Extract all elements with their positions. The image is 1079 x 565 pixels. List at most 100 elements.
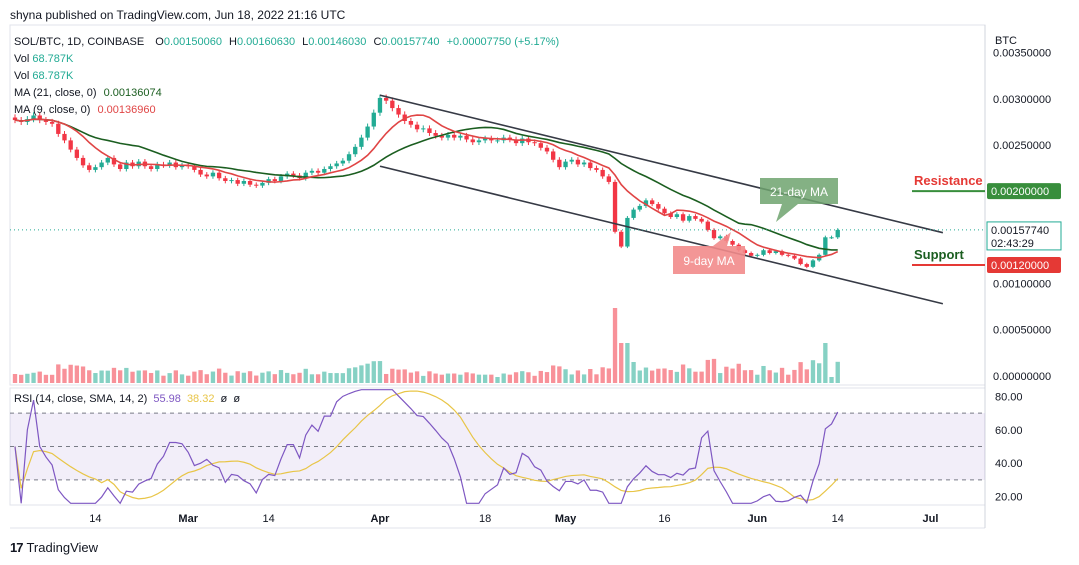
candle-body	[680, 214, 686, 221]
volume-bar	[377, 361, 383, 383]
candle-body	[495, 140, 500, 142]
support-price-tag-bg	[987, 257, 1061, 273]
volume-bar	[668, 370, 673, 383]
volume-bar	[773, 372, 779, 383]
price-axis-unit: BTC	[995, 35, 1017, 47]
volume-bar	[130, 371, 135, 383]
channel-lower-line[interactable]	[379, 165, 944, 305]
price-tick-label: 0.00000000	[993, 371, 1051, 383]
volume-bar	[408, 372, 414, 383]
volume-bar	[649, 370, 655, 383]
candle-body	[192, 166, 197, 170]
time-tick-label: May	[555, 513, 577, 525]
ma9-row[interactable]: MA (9, close, 0) 0.00136960	[14, 102, 559, 119]
tradingview-logo-icon: 17	[10, 540, 24, 555]
ma9-callout-bubble	[673, 232, 745, 274]
volume-bar	[272, 374, 277, 383]
candle-body	[699, 218, 704, 222]
volume-bar	[551, 365, 556, 383]
channel-upper-line[interactable]	[379, 94, 944, 234]
candle-body	[396, 108, 401, 115]
time-tick-label: 14	[832, 513, 844, 525]
volume-bar	[49, 374, 55, 383]
candle-body	[476, 140, 482, 143]
volume-bar	[68, 364, 73, 383]
volume-bar	[192, 371, 197, 383]
candle-body	[278, 176, 284, 181]
candle-body	[619, 231, 624, 247]
candle-body	[804, 264, 809, 267]
candle-body	[365, 126, 370, 138]
volume-bar	[482, 374, 488, 383]
volume-bar	[804, 369, 809, 383]
volume-bar	[80, 366, 86, 383]
candle-body	[643, 200, 649, 206]
rsi-legend[interactable]: RSI (14, close, SMA, 14, 2) 55.98 38.32 …	[14, 393, 240, 405]
candle-body	[427, 128, 432, 133]
volume-bar	[501, 373, 506, 383]
candle-body	[786, 254, 791, 256]
volume-bar	[297, 372, 302, 383]
volume-bar	[365, 363, 370, 383]
volume-bar	[161, 375, 166, 383]
candle-body	[557, 159, 562, 168]
candle-body	[31, 115, 36, 120]
candle-body	[124, 162, 129, 169]
candle-body	[334, 163, 339, 167]
current-price-tag: 0.00157740	[991, 225, 1049, 237]
volume-bar	[748, 370, 754, 383]
candle-body	[569, 159, 574, 162]
candle-body	[730, 241, 735, 245]
volume-bar	[631, 362, 636, 383]
low-label: L	[302, 36, 309, 48]
volume-bar	[575, 370, 581, 383]
rsi-line	[14, 389, 839, 505]
volume-bar	[383, 373, 389, 383]
candle-body	[538, 143, 543, 148]
volume-bar	[359, 365, 364, 383]
candle-body	[12, 117, 18, 121]
footer-brand[interactable]: 17 TradingView	[10, 540, 98, 555]
candle-body	[260, 182, 265, 186]
volume-bar	[173, 370, 178, 383]
candle-body	[421, 128, 426, 130]
candle-body	[377, 97, 383, 113]
candle-body	[563, 161, 568, 168]
volume-bar	[204, 374, 209, 383]
ma21-value: 0.00136074	[103, 87, 162, 99]
volume-bar	[111, 367, 117, 383]
volume-bar	[87, 370, 92, 383]
volume-bar	[489, 374, 494, 383]
candle-body	[99, 162, 104, 168]
candle-body	[482, 138, 488, 141]
symbol-label[interactable]: SOL/BTC, 1D, COINBASE	[14, 36, 145, 48]
volume-bar	[643, 367, 649, 383]
ohlc-row: SOL/BTC, 1D, COINBASE O0.00150060 H0.001…	[14, 34, 559, 51]
ma21-row[interactable]: MA (21, close, 0) 0.00136074	[14, 85, 559, 102]
vol-row-1[interactable]: Vol 68.787K	[14, 51, 559, 68]
support-price-tag: 0.00120000	[991, 260, 1049, 272]
candle-body	[668, 213, 673, 217]
candle-body	[216, 172, 222, 179]
volume-bar	[625, 343, 630, 383]
vol-row-2[interactable]: Vol 68.787K	[14, 68, 559, 85]
rsi-tick-label: 40.00	[995, 458, 1023, 470]
candle-body	[711, 229, 717, 239]
price-tick-label: 0.00100000	[993, 278, 1051, 290]
open-value: 0.00150060	[163, 36, 222, 48]
candle-body	[594, 168, 599, 170]
vol-label-2: Vol	[14, 70, 30, 82]
tradingview-brand: TradingView	[26, 540, 99, 555]
candle-body	[705, 221, 710, 230]
countdown-tag: 02:43:29	[991, 238, 1034, 250]
volume-bar	[513, 372, 519, 383]
volume-bar	[798, 362, 803, 383]
volume-bar	[247, 371, 253, 383]
support-label: Support	[914, 247, 964, 262]
candle-body	[823, 237, 828, 255]
volume-bar	[93, 373, 98, 383]
volume-bar	[687, 368, 692, 383]
candle-body	[309, 170, 315, 173]
candle-body	[315, 170, 321, 173]
